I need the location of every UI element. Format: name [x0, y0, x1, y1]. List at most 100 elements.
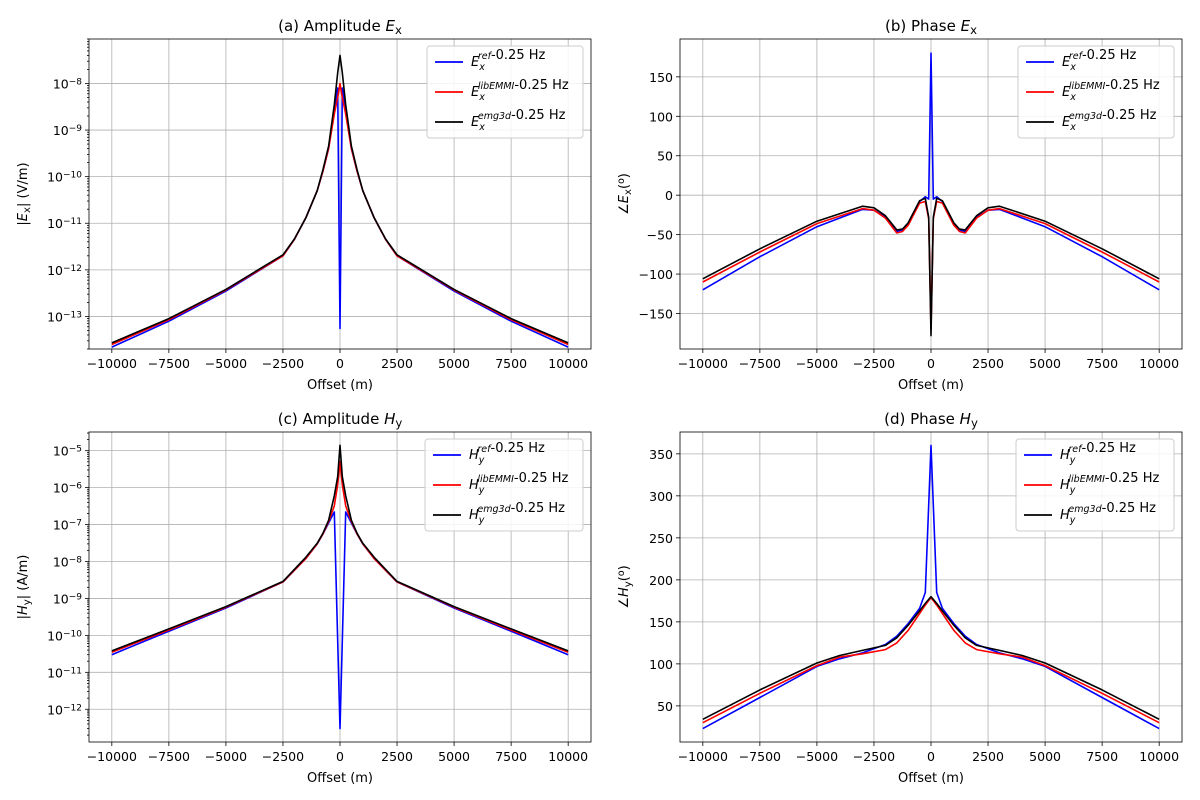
text-run: 10	[53, 444, 69, 459]
x-tick-label: 2500	[381, 356, 413, 371]
y-tick-label: 250	[649, 531, 673, 546]
text-run: H	[1060, 478, 1070, 493]
text-run: E	[471, 85, 480, 100]
y-tick-label: 50	[657, 149, 673, 164]
subscript: y	[1069, 455, 1076, 466]
x-axis-label: Offset (m)	[307, 378, 373, 393]
subscript: x	[1069, 92, 1076, 103]
x-tick-label: −5000	[796, 749, 838, 764]
text-run: H	[1060, 448, 1070, 463]
x-tick-label: 5000	[1029, 749, 1061, 764]
legend-label: Exemg3d-0.25 Hz	[1062, 108, 1157, 133]
subscript: y	[1069, 515, 1076, 526]
y-tick-label: 10−9	[53, 591, 82, 606]
text-run: H	[469, 478, 479, 493]
legend-box	[1015, 438, 1175, 532]
text-run: (	[617, 576, 632, 581]
x-axis-label: Offset (m)	[307, 771, 373, 786]
x-tick-label: −2500	[262, 749, 304, 764]
text-run: | (A/m)	[16, 555, 31, 600]
y-tick-label: 10−13	[47, 309, 82, 324]
x-tick-label: 5000	[1029, 356, 1061, 371]
superscript: emg3d	[478, 111, 512, 122]
y-axis-label: |Hy| (A/m)	[16, 555, 33, 620]
y-tick-label: 200	[649, 573, 673, 588]
superscript: libEMMI	[1068, 474, 1105, 485]
y-tick-label: 0	[665, 188, 673, 203]
text-run: E	[617, 194, 632, 203]
subscript: y	[478, 455, 485, 466]
x-tick-label: −5000	[205, 749, 247, 764]
text-run: 10	[53, 554, 69, 569]
x-tick-label: 2500	[972, 749, 1004, 764]
text-run: 10	[47, 216, 63, 231]
x-tick-label: 2500	[381, 749, 413, 764]
text-run: -0.25 Hz	[514, 78, 569, 93]
legend-label: Hyemg3d-0.25 Hz	[469, 501, 565, 526]
text-run: -0.25 Hz	[511, 501, 566, 516]
superscript: emg3d	[477, 504, 511, 515]
text-run: 10	[47, 263, 63, 278]
text-run: H	[469, 448, 479, 463]
y-tick-label: 10−8	[53, 554, 82, 569]
text-run: -0.25 Hz	[514, 471, 569, 486]
text-run: -0.25 Hz	[491, 48, 546, 63]
subscript: y	[623, 581, 634, 587]
superscript: −6	[69, 482, 83, 492]
text-run: E	[1062, 55, 1071, 70]
y-tick-label: 10−6	[53, 481, 82, 496]
legend-label: HylibEMMI-0.25 Hz	[1060, 471, 1159, 496]
text-run: H	[960, 410, 971, 428]
series-line-c-2	[111, 444, 569, 652]
subscript: y	[478, 515, 485, 526]
x-tick-label: 0	[336, 356, 344, 371]
text-run: -0.25 Hz	[491, 441, 546, 456]
legend-box	[1017, 45, 1175, 139]
text-run: H	[617, 587, 632, 597]
legend-label: Hyref-0.25 Hz	[1060, 441, 1136, 466]
x-tick-label: 7500	[1086, 749, 1118, 764]
text-run: H	[16, 605, 31, 615]
superscript: −9	[69, 593, 83, 603]
superscript: libEMMI	[477, 474, 514, 485]
x-tick-label: 7500	[495, 749, 527, 764]
subscript: x	[1069, 122, 1076, 133]
y-axis-label: ∠Hy(o)	[616, 565, 633, 608]
legend-label: ExlibEMMI-0.25 Hz	[1062, 78, 1160, 103]
y-tick-label: 10−10	[47, 628, 82, 643]
y-tick-label: 10−10	[47, 170, 82, 185]
superscript: o	[616, 178, 627, 184]
legend-label: Exref-0.25 Hz	[471, 48, 545, 73]
y-tick-label: 150	[649, 70, 673, 85]
subscript: x	[970, 23, 977, 37]
subscript: x	[395, 23, 402, 37]
superscript: −7	[69, 519, 82, 529]
x-axis-label: Offset (m)	[898, 378, 964, 393]
y-tick-label: 50	[657, 699, 673, 714]
text-run: 10	[47, 309, 63, 324]
text-run: -0.25 Hz	[511, 108, 566, 123]
series-line-b-2	[702, 197, 1160, 337]
y-tick-label: 150	[649, 615, 673, 630]
y-axis-label: ∠Ex(o)	[616, 173, 633, 215]
x-tick-label: 10000	[1139, 356, 1179, 371]
superscript: −8	[69, 78, 83, 88]
text-run: 10	[53, 123, 69, 138]
superscript: −12	[63, 264, 82, 274]
text-run: 10	[47, 665, 63, 680]
x-tick-label: −7500	[148, 356, 190, 371]
legend-label: Exref-0.25 Hz	[1062, 48, 1136, 73]
x-tick-label: −10000	[678, 356, 728, 371]
series-line-d-2	[702, 595, 1160, 721]
y-tick-label: 10−12	[47, 263, 82, 278]
legend-label: Hyref-0.25 Hz	[469, 441, 545, 466]
y-tick-label: 10−7	[53, 518, 82, 533]
y-tick-label: 10−5	[53, 444, 82, 459]
legend-label: HylibEMMI-0.25 Hz	[469, 471, 568, 496]
text-run: E	[385, 17, 395, 35]
text-run: E	[471, 115, 480, 130]
superscript: −5	[69, 445, 82, 455]
text-run: -0.25 Hz	[1105, 471, 1160, 486]
text-run: -0.25 Hz	[1082, 48, 1137, 63]
